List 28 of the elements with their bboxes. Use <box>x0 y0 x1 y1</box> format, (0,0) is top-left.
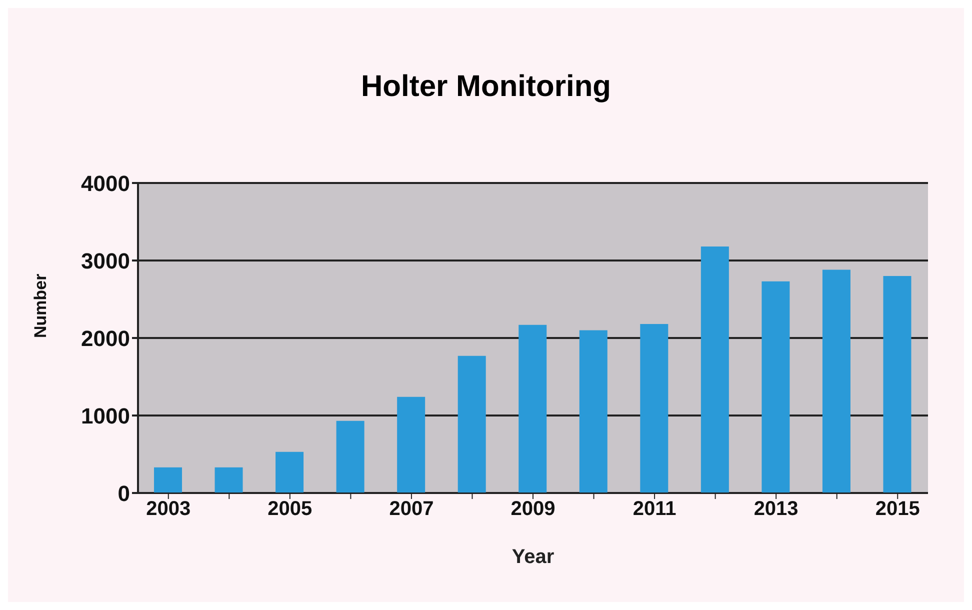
y-tick-label: 0 <box>118 480 130 506</box>
x-tick-label: 2007 <box>389 498 434 520</box>
bar <box>762 281 790 493</box>
y-tick-label: 3000 <box>81 248 130 274</box>
bar <box>579 330 608 493</box>
y-tick-label: 1000 <box>81 403 130 428</box>
bar <box>154 467 182 493</box>
bar <box>397 396 426 493</box>
chart-title: Holter Monitoring <box>360 70 612 104</box>
x-axis-title: Year <box>512 546 554 568</box>
y-tick-label: 4000 <box>81 170 130 196</box>
x-tick-label: 2009 <box>510 498 556 520</box>
y-axis-title: Number <box>31 273 50 338</box>
y-tick-label: 2000 <box>81 326 130 351</box>
bar <box>640 324 668 493</box>
bar <box>518 324 547 493</box>
x-tick-label: 2013 <box>754 498 798 520</box>
bar <box>458 356 486 493</box>
bar <box>822 270 850 493</box>
bar <box>700 246 729 493</box>
bar <box>883 276 912 493</box>
bar <box>336 420 364 493</box>
x-tick-label: 2005 <box>268 498 312 520</box>
x-tick-label: 2015 <box>875 498 920 520</box>
bar <box>276 452 304 493</box>
bar <box>214 467 243 493</box>
x-tick-label: 2003 <box>146 498 191 520</box>
x-tick-label: 2011 <box>632 498 676 520</box>
